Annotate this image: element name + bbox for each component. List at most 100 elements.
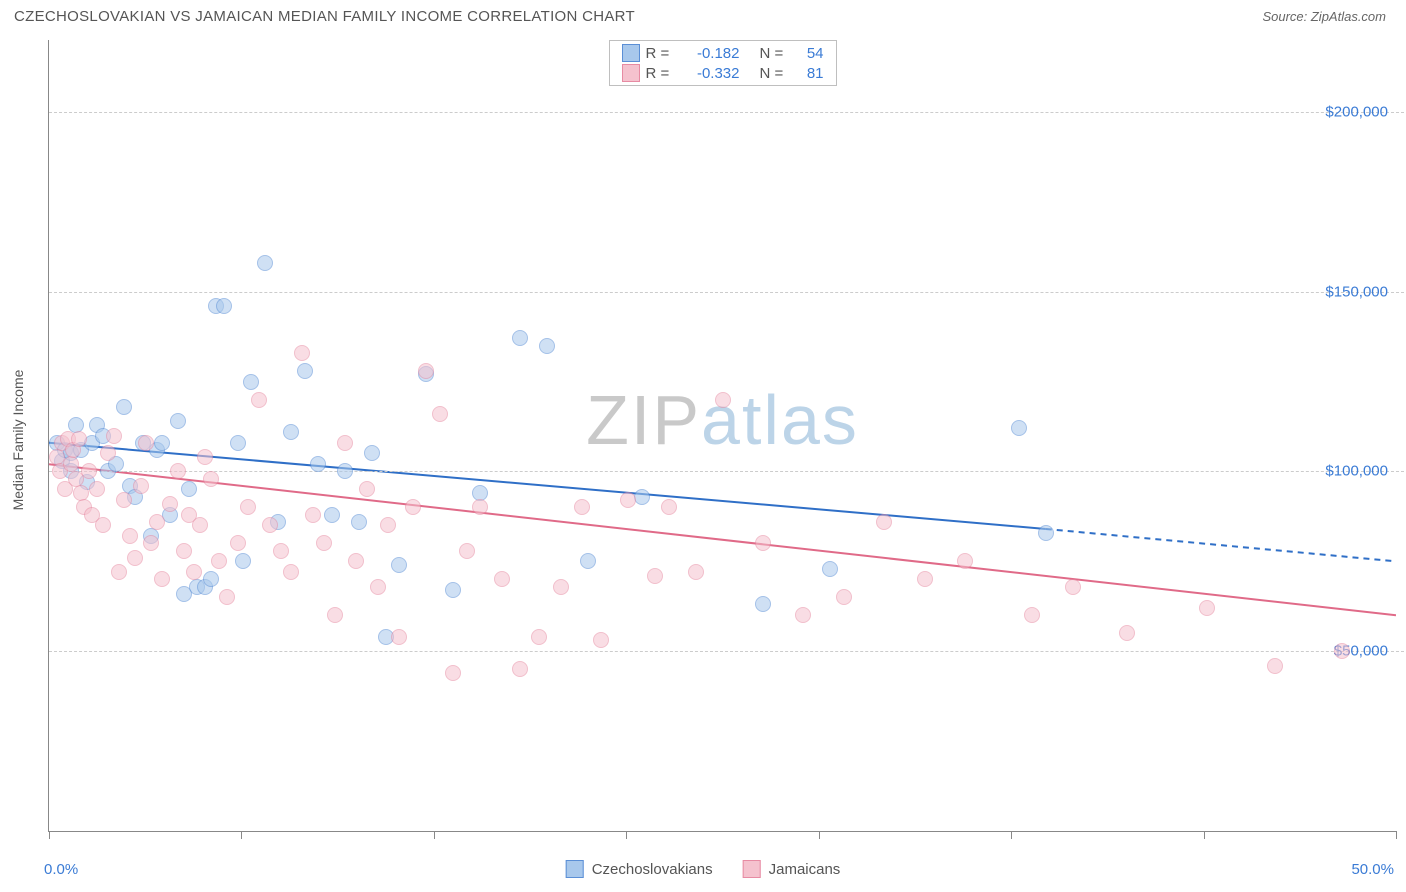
chart-title: CZECHOSLOVAKIAN VS JAMAICAN MEDIAN FAMIL… bbox=[14, 8, 635, 25]
gridline bbox=[49, 471, 1404, 472]
n-value: 81 bbox=[794, 65, 824, 82]
data-point bbox=[836, 589, 852, 605]
data-point bbox=[1011, 420, 1027, 436]
data-point bbox=[324, 507, 340, 523]
y-tick-label: $150,000 bbox=[1325, 283, 1388, 300]
gridline bbox=[49, 651, 1404, 652]
data-point bbox=[574, 499, 590, 515]
data-point bbox=[203, 571, 219, 587]
data-point bbox=[688, 564, 704, 580]
data-point bbox=[459, 543, 475, 559]
data-point bbox=[262, 517, 278, 533]
data-point bbox=[149, 514, 165, 530]
data-point bbox=[917, 571, 933, 587]
data-point bbox=[1334, 643, 1350, 659]
data-point bbox=[251, 392, 267, 408]
data-point bbox=[512, 330, 528, 346]
correlation-legend: R =-0.182N =54R =-0.332N =81 bbox=[609, 40, 837, 86]
data-point bbox=[418, 363, 434, 379]
data-point bbox=[620, 492, 636, 508]
data-point bbox=[348, 553, 364, 569]
legend-swatch bbox=[743, 860, 761, 878]
data-point bbox=[283, 424, 299, 440]
data-point bbox=[240, 499, 256, 515]
x-tick bbox=[819, 831, 820, 839]
data-point bbox=[257, 255, 273, 271]
data-point bbox=[405, 499, 421, 515]
data-point bbox=[111, 564, 127, 580]
data-point bbox=[230, 435, 246, 451]
data-point bbox=[391, 629, 407, 645]
x-tick bbox=[49, 831, 50, 839]
data-point bbox=[310, 456, 326, 472]
r-label: R = bbox=[646, 45, 674, 62]
data-point bbox=[138, 435, 154, 451]
data-point bbox=[351, 514, 367, 530]
data-point bbox=[133, 478, 149, 494]
series-legend: Czechoslovakians Jamaicans bbox=[566, 860, 841, 878]
data-point bbox=[316, 535, 332, 551]
data-point bbox=[219, 589, 235, 605]
data-point bbox=[337, 463, 353, 479]
data-point bbox=[715, 392, 731, 408]
x-tick bbox=[241, 831, 242, 839]
n-value: 54 bbox=[794, 45, 824, 62]
x-axis-min-label: 0.0% bbox=[44, 861, 78, 878]
data-point bbox=[1038, 525, 1054, 541]
data-point bbox=[181, 481, 197, 497]
data-point bbox=[580, 553, 596, 569]
data-point bbox=[216, 298, 232, 314]
legend-swatch bbox=[622, 44, 640, 62]
data-point bbox=[795, 607, 811, 623]
data-point bbox=[593, 632, 609, 648]
data-point bbox=[876, 514, 892, 530]
data-point bbox=[100, 445, 116, 461]
data-point bbox=[380, 517, 396, 533]
data-point bbox=[273, 543, 289, 559]
data-point bbox=[822, 561, 838, 577]
data-point bbox=[305, 507, 321, 523]
data-point bbox=[154, 571, 170, 587]
data-point bbox=[203, 471, 219, 487]
data-point bbox=[230, 535, 246, 551]
legend-item: Jamaicans bbox=[743, 860, 841, 878]
data-point bbox=[364, 445, 380, 461]
data-point bbox=[755, 535, 771, 551]
y-tick-label: $200,000 bbox=[1325, 103, 1388, 120]
data-point bbox=[512, 661, 528, 677]
data-point bbox=[1024, 607, 1040, 623]
data-point bbox=[1065, 579, 1081, 595]
data-point bbox=[211, 553, 227, 569]
n-label: N = bbox=[760, 65, 788, 82]
data-point bbox=[192, 517, 208, 533]
data-point bbox=[197, 449, 213, 465]
data-point bbox=[472, 499, 488, 515]
data-point bbox=[359, 481, 375, 497]
source-attribution: Source: ZipAtlas.com bbox=[1262, 9, 1386, 24]
data-point bbox=[1199, 600, 1215, 616]
data-point bbox=[957, 553, 973, 569]
trend-lines-layer bbox=[49, 40, 1396, 831]
x-tick bbox=[626, 831, 627, 839]
x-axis-max-label: 50.0% bbox=[1351, 861, 1394, 878]
data-point bbox=[243, 374, 259, 390]
x-tick bbox=[1011, 831, 1012, 839]
data-point bbox=[391, 557, 407, 573]
data-point bbox=[95, 517, 111, 533]
data-point bbox=[116, 399, 132, 415]
data-point bbox=[176, 543, 192, 559]
legend-item: Czechoslovakians bbox=[566, 860, 713, 878]
y-axis-label: Median Family Income bbox=[10, 370, 26, 511]
trend-line-extrapolated bbox=[1046, 529, 1396, 561]
data-point bbox=[127, 550, 143, 566]
data-point bbox=[445, 665, 461, 681]
data-point bbox=[81, 463, 97, 479]
data-point bbox=[71, 431, 87, 447]
data-point bbox=[337, 435, 353, 451]
data-point bbox=[432, 406, 448, 422]
data-point bbox=[634, 489, 650, 505]
scatter-chart: ZIPatlas R =-0.182N =54R =-0.332N =81 $5… bbox=[48, 40, 1396, 832]
data-point bbox=[170, 413, 186, 429]
x-tick bbox=[1396, 831, 1397, 839]
legend-swatch bbox=[622, 64, 640, 82]
